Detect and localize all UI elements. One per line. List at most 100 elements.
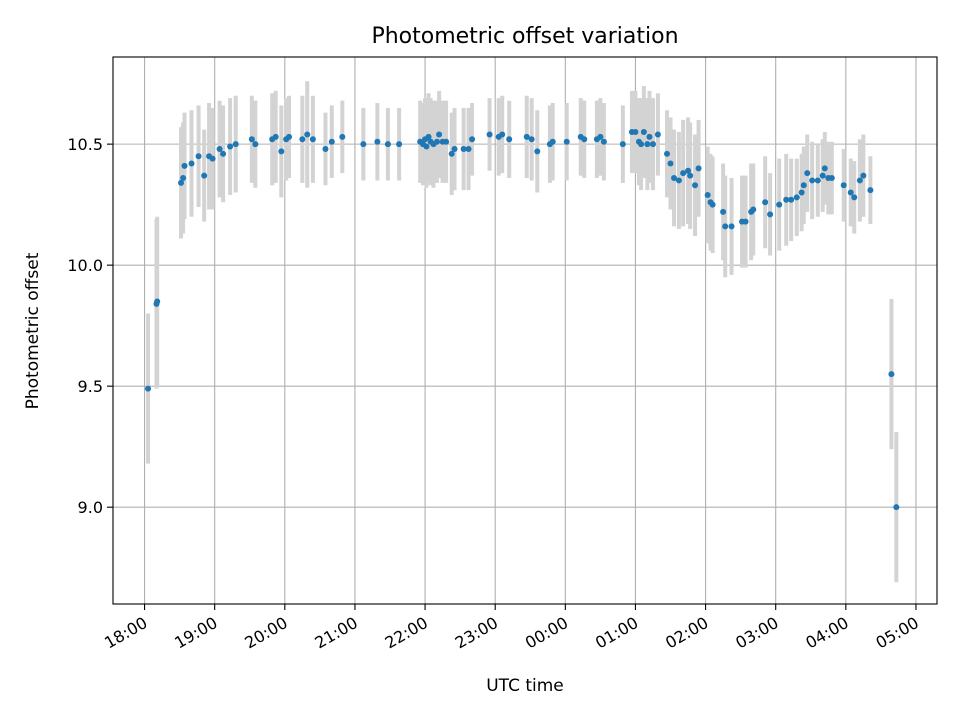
data-point <box>654 131 661 138</box>
data-point <box>216 145 223 152</box>
data-point <box>597 133 604 140</box>
data-point <box>709 201 716 208</box>
data-point <box>252 141 259 148</box>
data-point <box>384 141 391 148</box>
data-point <box>804 170 811 177</box>
data-point <box>687 172 694 179</box>
data-point <box>227 143 234 150</box>
data-point <box>209 155 216 162</box>
data-point <box>374 138 381 145</box>
data-point <box>644 141 651 148</box>
data-point <box>793 194 800 201</box>
data-point <box>851 194 858 201</box>
data-point <box>451 145 458 152</box>
data-point <box>563 138 570 145</box>
data-point <box>847 189 854 196</box>
data-point <box>680 170 687 177</box>
data-point <box>819 172 826 179</box>
data-point <box>800 182 807 189</box>
data-point <box>339 133 346 140</box>
data-point <box>469 136 476 143</box>
data-point <box>750 206 757 213</box>
data-point <box>232 141 239 148</box>
data-point <box>248 136 255 143</box>
data-point <box>154 298 161 305</box>
data-point <box>809 177 816 184</box>
y-tick-label: 10.0 <box>67 256 103 275</box>
data-point <box>888 371 895 378</box>
chart-title: Photometric offset variation <box>371 24 678 49</box>
data-point <box>640 129 647 136</box>
data-point <box>272 133 279 140</box>
data-point <box>499 131 506 138</box>
data-point <box>309 136 316 143</box>
y-tick-label: 9.5 <box>78 377 103 396</box>
data-point <box>145 385 152 392</box>
grid-lines <box>113 57 937 604</box>
data-point <box>638 141 645 148</box>
data-point <box>783 196 790 203</box>
data-point <box>436 131 443 138</box>
data-point <box>486 131 493 138</box>
data-point <box>534 148 541 155</box>
data-point <box>299 136 306 143</box>
data-point <box>675 177 682 184</box>
data-point <box>704 191 711 198</box>
data-point <box>443 138 450 145</box>
data-point <box>867 187 874 194</box>
data-point <box>360 141 367 148</box>
data-point <box>798 189 805 196</box>
data-point <box>840 182 847 189</box>
data-point <box>304 131 311 138</box>
data-point <box>632 129 639 136</box>
data-point <box>423 143 430 150</box>
data-point <box>619 141 626 148</box>
data-point <box>188 160 195 167</box>
data-point <box>646 133 653 140</box>
data-point <box>396 141 403 148</box>
data-point <box>286 133 293 140</box>
data-point <box>814 177 821 184</box>
data-point <box>685 167 692 174</box>
data-point <box>506 136 513 143</box>
data-point <box>720 208 727 215</box>
plot-frame <box>112 56 938 605</box>
data-point <box>465 145 472 152</box>
data-point <box>742 218 749 225</box>
data-point <box>695 165 702 172</box>
data-point <box>220 150 227 157</box>
data-point <box>448 150 455 157</box>
data-point <box>671 175 678 182</box>
data-point <box>181 162 188 169</box>
data-point <box>828 175 835 182</box>
data-point <box>328 138 335 145</box>
data-point <box>767 211 774 218</box>
data-point <box>195 153 202 160</box>
y-tick-label: 9.0 <box>78 498 103 517</box>
data-point <box>649 141 656 148</box>
data-point <box>664 150 671 157</box>
data-point <box>860 172 867 179</box>
data-point <box>893 504 900 511</box>
data-point <box>788 196 795 203</box>
data-point <box>322 145 329 152</box>
data-point <box>667 160 674 167</box>
data-point <box>728 223 735 230</box>
data-point <box>549 138 556 145</box>
data-point <box>581 136 588 143</box>
data-point <box>523 133 530 140</box>
data-point <box>600 138 607 145</box>
data-point <box>178 179 185 186</box>
data-point <box>856 177 863 184</box>
data-point <box>776 201 783 208</box>
data-point <box>278 148 285 155</box>
data-point <box>528 136 535 143</box>
data-point <box>433 138 440 145</box>
data-point <box>180 175 187 182</box>
data-points <box>145 129 900 511</box>
data-point <box>722 223 729 230</box>
y-tick-label: 10.5 <box>67 135 103 154</box>
data-point <box>692 182 699 189</box>
data-point <box>425 133 432 140</box>
